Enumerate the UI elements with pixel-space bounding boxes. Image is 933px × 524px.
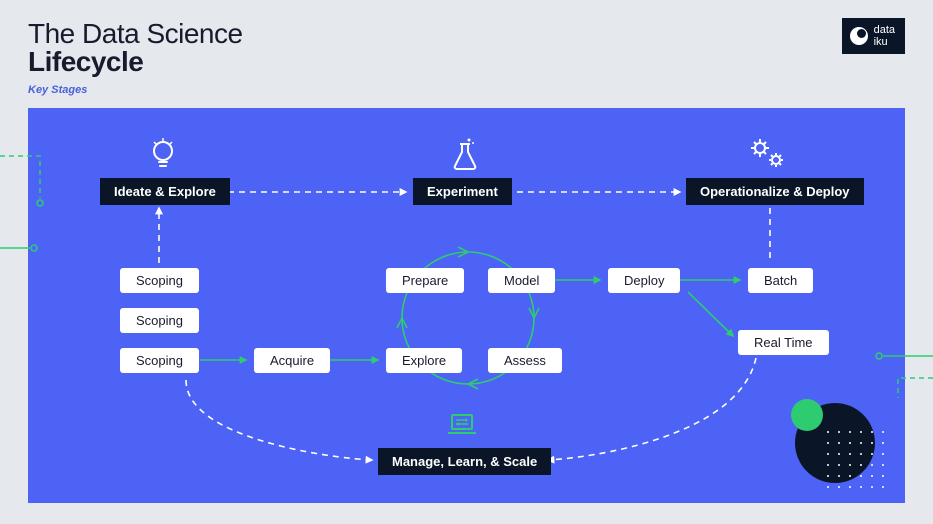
node-batch: Batch xyxy=(748,268,813,293)
title-line2: Lifecycle xyxy=(28,46,905,78)
decoration-left xyxy=(0,148,70,278)
decoration-circle-green xyxy=(791,399,823,431)
laptop-icon xyxy=(446,413,478,444)
gears-icon xyxy=(748,136,788,177)
node-prepare: Prepare xyxy=(386,268,464,293)
node-scoping3: Scoping xyxy=(120,348,199,373)
decoration-dot-grid xyxy=(827,431,887,491)
node-deployN: Deploy xyxy=(608,268,680,293)
decoration-right xyxy=(853,348,933,408)
node-explore: Explore xyxy=(386,348,462,373)
node-scoping1: Scoping xyxy=(120,268,199,293)
logo-icon xyxy=(850,27,868,45)
node-realtime: Real Time xyxy=(738,330,829,355)
stage-ideate: Ideate & Explore xyxy=(100,178,230,205)
subtitle: Key Stages xyxy=(28,84,905,96)
stage-deploy: Operationalize & Deploy xyxy=(686,178,864,205)
flask-icon xyxy=(451,138,479,177)
diagram-canvas: Ideate & Explore Experiment Operationalize… xyxy=(28,108,905,503)
node-acquire: Acquire xyxy=(254,348,330,373)
node-scoping2: Scoping xyxy=(120,308,199,333)
logo: data iku xyxy=(842,18,905,54)
stage-experiment: Experiment xyxy=(413,178,512,205)
logo-text: data iku xyxy=(874,24,895,48)
bulb-icon xyxy=(150,138,176,177)
stage-manage: Manage, Learn, & Scale xyxy=(378,448,551,475)
node-assess: Assess xyxy=(488,348,562,373)
node-model: Model xyxy=(488,268,555,293)
header: The Data Science Lifecycle Key Stages da… xyxy=(0,0,933,108)
